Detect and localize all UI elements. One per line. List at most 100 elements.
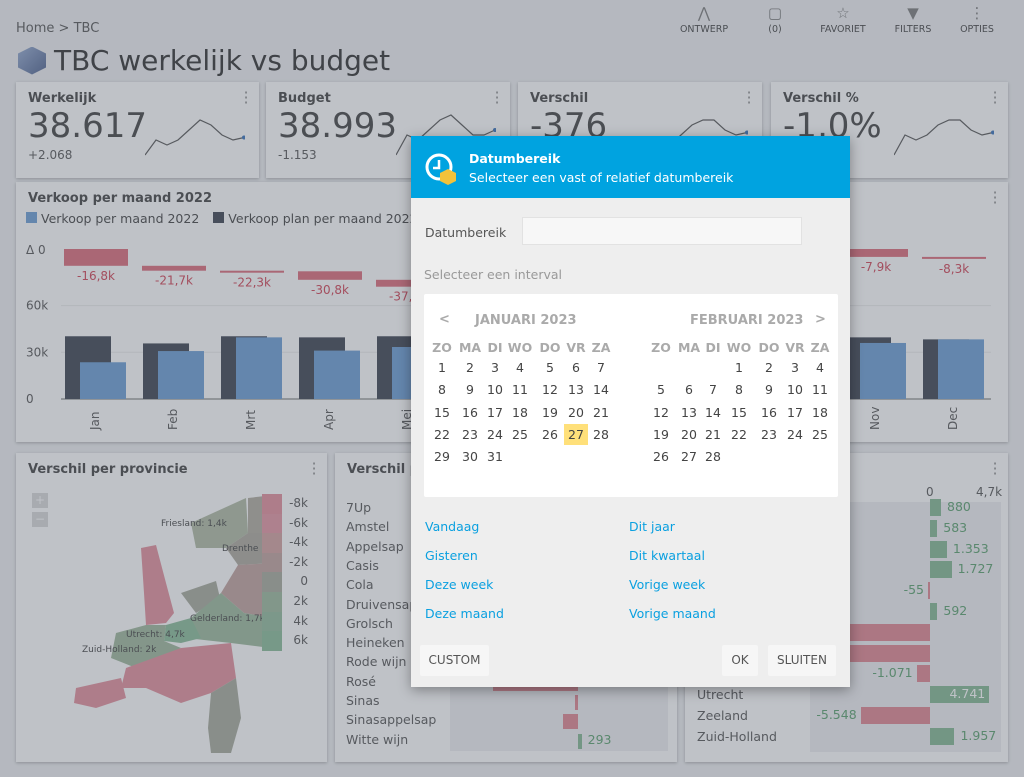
calendar-day[interactable]: 22 [731, 426, 747, 442]
date-range-input[interactable] [522, 217, 802, 245]
calendar-day[interactable]: 31 [487, 449, 503, 465]
calendar-day[interactable]: 19 [542, 404, 558, 420]
bar-actual-Jan[interactable] [80, 362, 126, 399]
quick-range-vorige-week[interactable]: Vorige week [629, 577, 706, 592]
province-bar[interactable] [930, 561, 952, 579]
custom-button[interactable]: CUSTOM [420, 645, 489, 676]
quick-range-deze-week[interactable]: Deze week [425, 577, 494, 592]
province-bar[interactable] [930, 727, 955, 745]
delta-bar-Mei[interactable] [376, 279, 440, 287]
calendar-day[interactable]: 9 [466, 382, 474, 398]
legend-item-actual[interactable]: Verkoop per maand 2022 [26, 211, 199, 226]
bar-actual-Apr[interactable] [314, 350, 360, 399]
breadcrumb-home[interactable]: Home [16, 21, 55, 36]
bar-actual-Feb[interactable] [158, 351, 204, 399]
calendar-day[interactable]: 18 [812, 404, 828, 420]
calendar-day[interactable]: 15 [434, 404, 450, 420]
calendar-day[interactable]: 28 [593, 426, 609, 442]
province-bar[interactable] [928, 582, 930, 600]
calendar-day[interactable]: 4 [816, 360, 824, 375]
toolbar-comment-button[interactable]: ▢ (0) [740, 4, 810, 35]
calendar-day[interactable]: 25 [512, 426, 528, 442]
calendar-day[interactable]: 25 [812, 426, 828, 442]
calendar-day[interactable]: 4 [516, 360, 524, 375]
calendar-day[interactable]: 8 [438, 382, 446, 398]
province-bar[interactable] [860, 707, 930, 724]
calendar-day[interactable]: 11 [512, 382, 528, 398]
province-bar[interactable] [930, 540, 947, 558]
more-options-icon[interactable]: · · · [992, 454, 998, 483]
calendar-day[interactable]: 28 [705, 449, 721, 465]
calendar-day[interactable]: 3 [791, 360, 799, 375]
calendar-day[interactable]: 22 [434, 426, 450, 442]
province-bar[interactable] [930, 519, 938, 537]
quick-range-gisteren[interactable]: Gisteren [425, 548, 478, 563]
calendar-day-selected[interactable]: 27 [564, 423, 588, 445]
calendar-day[interactable]: 29 [434, 449, 450, 465]
calendar-day[interactable]: 6 [685, 382, 693, 398]
calendar-day[interactable]: 1 [438, 360, 446, 375]
calendar-day[interactable]: 14 [593, 382, 609, 398]
delta-bar-Jan[interactable] [64, 249, 128, 266]
more-options-icon[interactable]: · · · [992, 183, 998, 212]
next-month-button[interactable]: > [815, 312, 826, 327]
calendar-day[interactable]: 17 [487, 404, 503, 420]
calendar-day[interactable]: 27 [681, 449, 697, 465]
province-bar[interactable] [836, 623, 930, 641]
calendar-day[interactable]: 26 [542, 426, 558, 442]
calendar-day[interactable]: 16 [761, 404, 777, 420]
calendar-day[interactable]: 12 [653, 404, 669, 420]
delta-bar-Feb[interactable] [142, 265, 206, 271]
kpi-card[interactable]: Werkelijk · · · 38.617 +2.068 [16, 82, 259, 178]
delta-bar-Mrt[interactable] [220, 270, 284, 273]
calendar-day[interactable]: 11 [812, 382, 828, 398]
more-options-icon[interactable]: · · · [746, 83, 752, 112]
calendar-day[interactable]: 24 [787, 426, 803, 442]
calendar-day[interactable]: 12 [542, 382, 558, 398]
calendar-day[interactable]: 15 [731, 404, 747, 420]
quick-range-dit-jaar[interactable]: Dit jaar [629, 519, 675, 534]
calendar-day[interactable]: 9 [765, 382, 773, 398]
calendar-day[interactable]: 17 [787, 404, 803, 420]
product-bar[interactable] [574, 695, 578, 710]
product-bar[interactable] [563, 714, 578, 730]
calendar-day[interactable]: 10 [787, 382, 803, 398]
more-options-icon[interactable]: · · · [243, 83, 249, 112]
calendar-day[interactable]: 8 [735, 382, 743, 398]
calendar-day[interactable]: 14 [705, 404, 721, 420]
calendar-day[interactable]: 23 [761, 426, 777, 442]
more-options-icon[interactable]: · · · [992, 83, 998, 112]
calendar-day[interactable]: 1 [735, 360, 743, 375]
calendar-day[interactable]: 2 [466, 360, 474, 375]
close-button[interactable]: SLUITEN [768, 645, 836, 676]
product-bar[interactable] [578, 733, 582, 749]
calendar-day[interactable]: 20 [568, 404, 584, 420]
province-bar[interactable] [916, 665, 930, 683]
calendar-day[interactable]: 21 [593, 404, 609, 420]
calendar-day[interactable]: 3 [491, 360, 499, 375]
province-bar[interactable] [845, 644, 930, 662]
quick-range-deze-maand[interactable]: Deze maand [425, 606, 504, 621]
calendar-day[interactable]: 5 [657, 382, 665, 398]
toolbar-compass-button[interactable]: ⋀ ONTWERP [669, 4, 739, 35]
calendar-day[interactable]: 18 [512, 404, 528, 420]
calendar-day[interactable]: 13 [568, 382, 584, 398]
calendar-day[interactable]: 10 [487, 382, 503, 398]
delta-bar-Apr[interactable] [298, 271, 362, 280]
map-zoom-in-button[interactable]: + [32, 493, 48, 508]
bar-actual-Nov[interactable] [860, 342, 906, 399]
toolbar-filter-button[interactable]: ▼ FILTERS [878, 4, 948, 35]
calendar-day[interactable]: 6 [572, 360, 580, 375]
quick-range-vandaag[interactable]: Vandaag [425, 519, 480, 534]
delta-bar-Dec[interactable] [922, 256, 986, 259]
bar-actual-Mrt[interactable] [236, 337, 282, 399]
quick-range-dit-kwartaal[interactable]: Dit kwartaal [629, 548, 705, 563]
calendar-day[interactable]: 21 [705, 426, 721, 442]
bar-actual-Dec[interactable] [938, 339, 984, 399]
calendar-day[interactable]: 23 [462, 426, 478, 442]
calendar-day[interactable]: 16 [462, 404, 478, 420]
calendar-day[interactable]: 13 [681, 404, 697, 420]
calendar-day[interactable]: 24 [487, 426, 503, 442]
prev-month-button[interactable]: < [439, 312, 450, 327]
province-bar[interactable] [930, 499, 941, 516]
